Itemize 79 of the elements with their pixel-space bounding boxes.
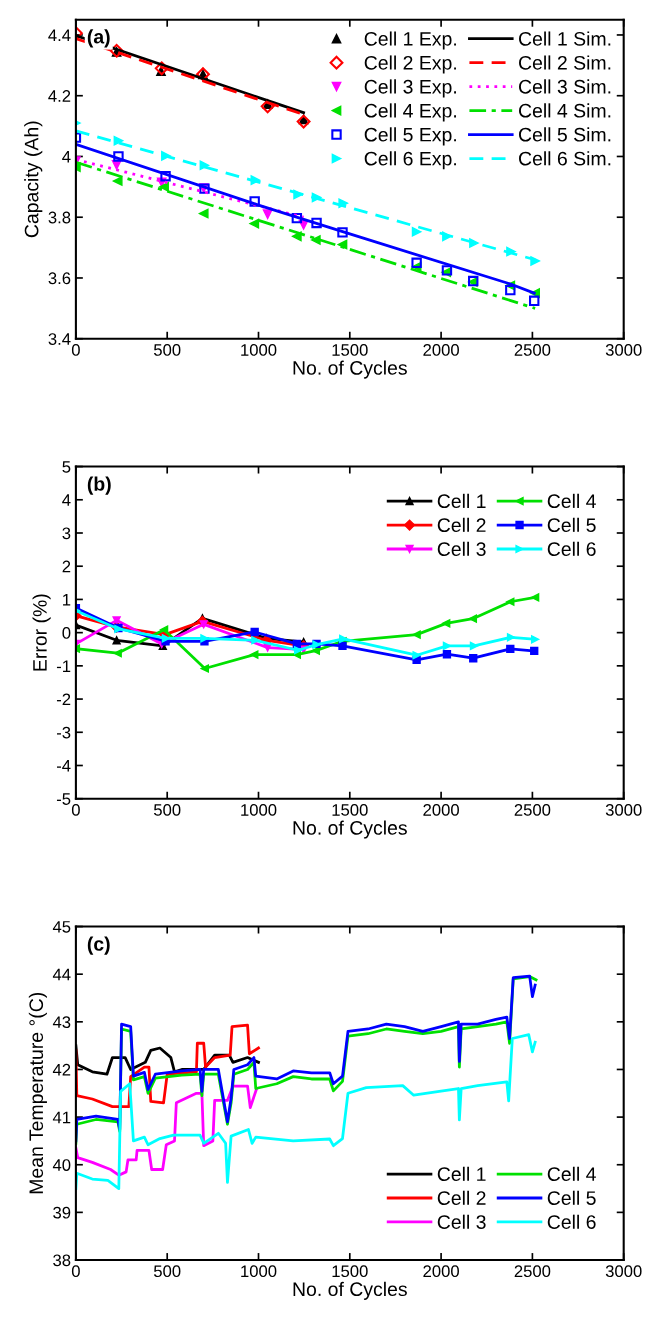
y-tick-label: 4 (62, 151, 71, 163)
x-tick-label: 1000 (241, 804, 277, 816)
y-tick-label: 43 (52, 1016, 71, 1029)
legend-label: Cell 6 (547, 1214, 596, 1229)
annotation: (b) (87, 476, 111, 495)
x-tick-label: 2500 (514, 804, 551, 816)
x-tick-label: 1000 (241, 344, 277, 356)
x-tick-label: 0 (71, 344, 80, 356)
legend-label: Cell 2 Sim. (519, 55, 611, 70)
y-tick-label: 4.4 (48, 29, 71, 41)
x-tick-label: 500 (153, 344, 181, 356)
x-tick-label: 1000 (241, 1265, 277, 1278)
legend-label: Cell 3 (437, 1214, 486, 1229)
x-tick-label: 0 (71, 804, 80, 816)
y-tick-label: 38 (53, 1254, 71, 1267)
x-tick-label: 1500 (332, 1265, 368, 1278)
y-tick-label: -2 (56, 693, 71, 706)
legend-label: Cell 5 (547, 1190, 596, 1205)
y-tick-label: 39 (53, 1206, 71, 1219)
y-tick-label: 3 (62, 527, 71, 540)
x-tick-label: 2000 (423, 804, 459, 816)
x-tick-label: 2000 (423, 344, 459, 356)
y-tick-label: 1 (63, 594, 71, 606)
x-axis-title: No. of Cycles (293, 1281, 407, 1300)
legend-label: Cell 4 (547, 1166, 596, 1182)
y-tick-label: 45 (52, 921, 71, 933)
y-axis-title: Mean Temperature °(C) (28, 992, 47, 1194)
y-tick-label: -3 (56, 726, 71, 739)
legend-label: Cell 1 (437, 1166, 486, 1182)
x-tick-label: 500 (153, 1265, 181, 1278)
y-tick-label: -5 (56, 793, 71, 805)
legend-label: Cell 4 Exp. (364, 103, 456, 122)
legend-label: Cell 2 (437, 517, 486, 533)
y-tick-label: 42 (52, 1063, 71, 1076)
y-tick-label: 0 (62, 627, 71, 639)
y-tick-label: 41 (52, 1111, 71, 1124)
y-tick-label: 4.2 (48, 90, 71, 102)
annotation: (c) (87, 936, 110, 955)
x-axis-title: No. of Cycles (293, 360, 407, 379)
legend-label: Cell 3 Exp. (364, 79, 456, 98)
y-axis-title: Error (%) (32, 594, 51, 671)
legend-label: Cell 2 Exp. (364, 55, 456, 74)
legend-label: Cell 3 (437, 541, 486, 556)
legend-label: Cell 5 Exp. (364, 127, 456, 146)
x-tick-label: 2500 (514, 1265, 551, 1278)
annotation: (a) (87, 29, 110, 48)
legend-label: Cell 4 (547, 493, 596, 509)
y-tick-label: 2 (62, 560, 71, 573)
y-tick-label: -4 (56, 760, 71, 772)
x-tick-label: 3000 (605, 1265, 642, 1278)
x-tick-label: 0 (71, 1265, 80, 1278)
legend-label: Cell 6 Sim. (519, 151, 611, 166)
x-tick-label: 2000 (423, 1265, 459, 1278)
x-tick-label: 500 (153, 804, 181, 816)
y-tick-label: 40 (52, 1159, 71, 1171)
x-axis-title: No. of Cycles (293, 820, 407, 839)
y-tick-label: -1 (56, 660, 71, 672)
y-tick-label: 4 (62, 494, 71, 506)
legend-label: Cell 4 Sim. (519, 103, 611, 118)
legend-label: Cell 2 (437, 1190, 486, 1205)
x-tick-label: 3000 (605, 344, 642, 356)
y-axis-title: Capacity (Ah) (24, 121, 43, 238)
legend-label: Cell 1 Exp. (364, 31, 456, 50)
y-tick-label: 44 (52, 968, 71, 981)
y-tick-label: 3.6 (48, 272, 71, 285)
legend-label: Cell 1 (437, 493, 486, 509)
legend-label: Cell 6 Exp. (364, 151, 456, 170)
y-tick-label: 3.4 (48, 333, 71, 345)
x-tick-label: 1500 (332, 344, 368, 356)
y-tick-label: 3.8 (48, 211, 71, 224)
x-tick-label: 2500 (514, 344, 551, 356)
y-tick-label: 5 (62, 461, 71, 473)
legend-label: Cell 3 Sim. (519, 79, 611, 94)
x-tick-label: 1500 (332, 804, 368, 816)
legend-label: Cell 6 (547, 541, 596, 556)
legend-label: Cell 5 (547, 517, 596, 533)
legend-label: Cell 1 Sim. (519, 31, 611, 46)
legend-label: Cell 5 Sim. (519, 127, 611, 142)
x-tick-label: 3000 (605, 804, 642, 816)
